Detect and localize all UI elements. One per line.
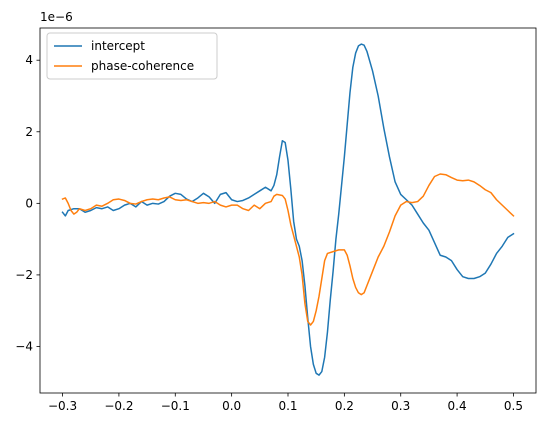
x-tick-label: −0.2 <box>104 399 133 413</box>
x-tick-label: −0.1 <box>161 399 190 413</box>
legend-label-phase-coherence: phase-coherence <box>91 59 194 73</box>
y-tick-label: −4 <box>15 339 33 353</box>
x-tick-label: 0.2 <box>335 399 354 413</box>
y-axis: −4 −2 0 2 4 <box>15 53 40 353</box>
legend: intercept phase-coherence <box>46 32 218 80</box>
y-tick-label: 2 <box>25 125 33 139</box>
series-line-intercept <box>61 43 515 376</box>
y-offset-label: 1e−6 <box>40 10 73 24</box>
x-tick-label: 0.5 <box>504 399 523 413</box>
x-tick-label: 0.3 <box>391 399 410 413</box>
x-tick-label: 0.4 <box>448 399 467 413</box>
legend-label-intercept: intercept <box>91 39 145 53</box>
y-tick-label: −2 <box>15 268 33 282</box>
y-tick-label: 0 <box>25 196 33 210</box>
x-tick-label: −0.3 <box>48 399 77 413</box>
x-tick-label: 0.0 <box>222 399 241 413</box>
x-axis: −0.3 −0.2 −0.1 0.0 0.1 0.2 0.3 0.4 0.5 <box>48 393 523 413</box>
y-tick-label: 4 <box>25 53 33 67</box>
legend-box <box>46 32 218 80</box>
series-line-phase-coherence <box>61 173 515 326</box>
x-tick-label: 0.1 <box>278 399 297 413</box>
